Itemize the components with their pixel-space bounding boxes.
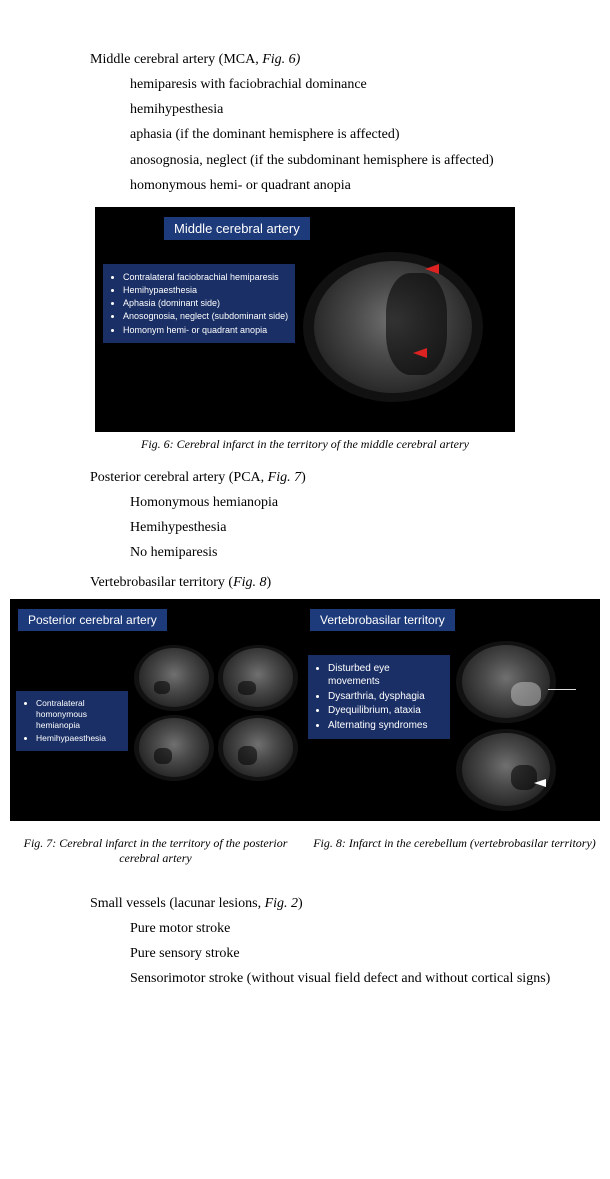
list-item: Hemihypesthesia — [130, 519, 600, 537]
fig7-textbox: Contralateral homonymous hemianopia Hemi… — [16, 691, 128, 752]
vb-heading-fig: Fig. 8 — [233, 575, 266, 590]
smallvessels-list: Pure motor stroke Pure sensory stroke Se… — [130, 920, 600, 989]
list-item: hemihypesthesia — [130, 101, 600, 119]
slide-bullet: Hemihypaesthesia — [123, 284, 289, 296]
mca-heading-text: Middle cerebral artery (MCA, — [90, 52, 262, 67]
mca-list: hemiparesis with faciobrachial dominance… — [130, 76, 600, 195]
fig6-caption: Fig. 6: Cerebral infarct in the territor… — [10, 437, 600, 452]
slide-bullet: Alternating syndromes — [328, 719, 444, 733]
fig8-slide-title: Vertebrobasilar territory — [310, 609, 455, 631]
list-item: Pure sensory stroke — [130, 945, 600, 963]
sv-heading-suffix: ) — [298, 896, 303, 911]
sv-heading-fig: Fig. 2 — [265, 896, 298, 911]
fig78-slide: Posterior cerebral artery Contralateral … — [10, 599, 600, 821]
slide-bullet: Disturbed eye movements — [328, 662, 444, 689]
fig8-textbox: Disturbed eye movements Dysarthria, dysp… — [308, 655, 450, 740]
vb-heading-text: Vertebrobasilar territory ( — [90, 575, 233, 590]
fig6-scan — [303, 252, 483, 402]
vb-heading: Vertebrobasilar territory (Fig. 8) — [90, 575, 600, 591]
pca-heading: Posterior cerebral artery (PCA, Fig. 7) — [90, 470, 600, 486]
slide-bullet: Contralateral homonymous hemianopia — [36, 698, 122, 732]
arrow-red-icon — [425, 264, 439, 274]
list-item: No hemiparesis — [130, 544, 600, 562]
fig8-panel: Vertebrobasilar territory Disturbed eye … — [308, 607, 594, 811]
list-item: aphasia (if the dominant hemisphere is a… — [130, 126, 600, 144]
brain-scan — [456, 641, 556, 723]
slide-bullet: Contralateral faciobrachial hemiparesis — [123, 271, 289, 283]
fig6-slide: Middle cerebral artery Contralateral fac… — [95, 207, 515, 432]
fig6-slide-title: Middle cerebral artery — [164, 217, 310, 240]
brain-scan — [218, 645, 298, 711]
fig7-caption: Fig. 7: Cerebral infarct in the territor… — [10, 836, 301, 866]
fig7-scans — [134, 645, 298, 781]
brain-scan — [218, 715, 298, 781]
pca-list: Homonymous hemianopia Hemihypesthesia No… — [130, 494, 600, 563]
smallvessels-heading: Small vessels (lacunar lesions, Fig. 2) — [90, 896, 600, 912]
slide-bullet: Hemihypaesthesia — [36, 733, 122, 744]
list-item: Pure motor stroke — [130, 920, 600, 938]
arrow-white-icon — [548, 689, 576, 690]
mca-heading: Middle cerebral artery (MCA, Fig. 6) — [90, 52, 600, 68]
brain-scan — [456, 729, 556, 811]
vb-heading-suffix: ) — [267, 575, 272, 590]
list-item: hemiparesis with faciobrachial dominance — [130, 76, 600, 94]
fig8-caption: Fig. 8: Infarct in the cerebellum (verte… — [309, 836, 600, 851]
slide-bullet: Aphasia (dominant side) — [123, 297, 289, 309]
slide-bullet: Homonym hemi- or quadrant anopia — [123, 324, 289, 336]
pca-heading-suffix: ) — [301, 470, 306, 485]
pca-heading-fig: Fig. 7 — [268, 470, 301, 485]
fig7-panel: Posterior cerebral artery Contralateral … — [16, 607, 298, 811]
pca-heading-text: Posterior cerebral artery (PCA, — [90, 470, 268, 485]
fig78-captions: Fig. 7: Cerebral infarct in the territor… — [10, 831, 600, 884]
slide-bullet: Dyequilibrium, ataxia — [328, 704, 444, 718]
slide-bullet: Anosognosia, neglect (subdominant side) — [123, 310, 289, 322]
list-item: Homonymous hemianopia — [130, 494, 600, 512]
fig6-textbox: Contralateral faciobrachial hemiparesis … — [103, 264, 295, 343]
sv-heading-text: Small vessels (lacunar lesions, — [90, 896, 265, 911]
arrow-red-icon — [413, 348, 427, 358]
brain-scan — [134, 715, 214, 781]
fig7-slide-title: Posterior cerebral artery — [18, 609, 167, 631]
arrow-white-icon — [534, 779, 546, 787]
mca-heading-fig: Fig. 6) — [262, 52, 300, 67]
brain-scan — [134, 645, 214, 711]
slide-bullet: Dysarthria, dysphagia — [328, 690, 444, 704]
list-item: homonymous hemi- or quadrant anopia — [130, 177, 600, 195]
list-item: Sensorimotor stroke (without visual fiel… — [130, 970, 600, 988]
list-item: anosognosia, neglect (if the subdominant… — [130, 152, 600, 170]
